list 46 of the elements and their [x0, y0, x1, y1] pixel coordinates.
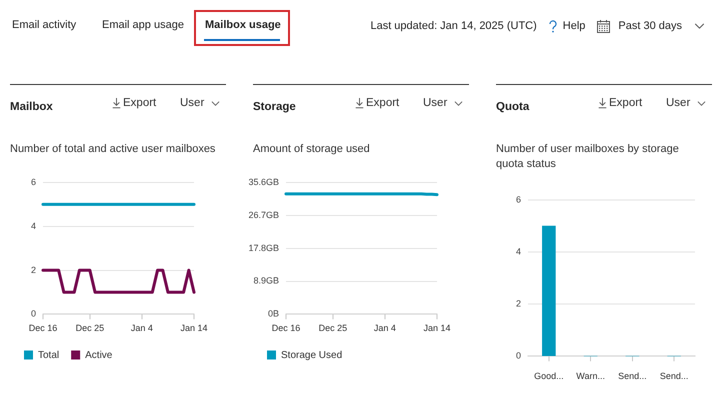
text: User	[180, 97, 204, 109]
legend-label: Total	[38, 350, 60, 361]
y-tick-label: 26.7GB	[248, 210, 279, 220]
chart-title: Quota	[496, 101, 530, 113]
y-tick-label: 6	[30, 176, 36, 187]
legend-label: Active	[85, 350, 113, 361]
x-tick-label: Dec 25	[318, 323, 348, 334]
y-tick-label: 6	[516, 194, 521, 204]
y-tick-label: 0	[30, 308, 36, 319]
x-tick-label: Dec 25	[76, 323, 104, 334]
x-tick-label: Send...	[618, 371, 647, 382]
x-tick-label: Dec 16	[272, 323, 300, 334]
text: User	[666, 97, 690, 109]
text: Export	[609, 97, 642, 109]
y-tick-label: 0	[516, 350, 521, 361]
text: Help	[562, 20, 586, 32]
x-tick-label: Jan 4	[130, 323, 153, 334]
chart-title: Mailbox	[10, 101, 53, 113]
x-tick-label: Warn...	[576, 371, 605, 382]
y-tick-label: 4	[516, 246, 521, 257]
chart-subtitle: Amount of storage used	[253, 142, 371, 157]
x-tick-label: Jan 4	[374, 323, 396, 334]
x-tick-label: Good...	[534, 371, 564, 382]
chart-subtitle: Number of total and active user mailboxes	[10, 142, 216, 157]
chart-title: Storage	[253, 101, 296, 113]
chart-subtitle: Number of user mailboxes by storage quota status	[496, 142, 680, 172]
y-tick-label: 17.8GB	[248, 242, 279, 253]
y-tick-label: 2	[516, 298, 521, 309]
y-tick-label: 0B	[268, 308, 279, 319]
x-tick-label: Send...	[660, 371, 688, 382]
text: User	[423, 97, 448, 109]
y-tick-label: 35.6GB	[248, 176, 279, 187]
text: Past 30 days	[618, 20, 682, 32]
text: Export	[123, 97, 156, 109]
text: Email activity	[12, 19, 76, 31]
x-tick-label: Jan 14	[180, 323, 208, 334]
y-tick-label: 8.9GB	[253, 276, 279, 286]
x-tick-label: Jan 14	[423, 323, 451, 334]
y-tick-label: 2	[30, 264, 36, 275]
legend-label: Storage Used	[281, 350, 342, 361]
y-tick-label: 4	[30, 220, 36, 231]
x-tick-label: Dec 16	[28, 323, 58, 334]
text: Email app usage	[102, 19, 184, 31]
text: Mailbox usage	[205, 19, 281, 31]
text: Export	[366, 97, 400, 109]
text: Last updated: Jan 14, 2025 (UTC)	[370, 20, 537, 32]
